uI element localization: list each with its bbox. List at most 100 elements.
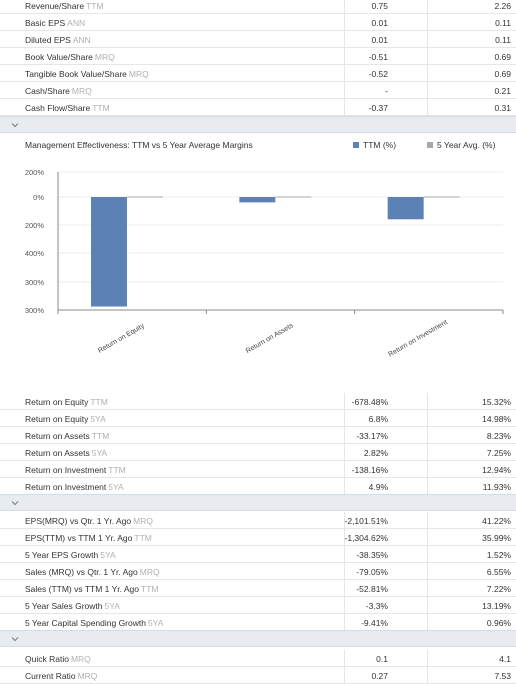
company-value: -138.16% [351, 465, 388, 475]
y-tick-label: 300% [25, 278, 45, 287]
bar-5ya [275, 196, 312, 198]
industry-value: 13.19% [482, 601, 511, 611]
industry-value: 7.53 [494, 671, 511, 681]
chevron-down-icon [11, 501, 19, 506]
row-period: TTM [134, 533, 152, 543]
bar-ttm [387, 197, 424, 220]
chevron-down-icon [11, 123, 19, 128]
legend-ttm-swatch [353, 142, 359, 148]
company-value: -38.35% [356, 550, 388, 560]
industry-value: 7.22% [486, 584, 511, 594]
row-period: 5YA [108, 482, 124, 492]
company-value: 6.8% [368, 414, 388, 424]
table-row: Current Ratio MRQ 0.27 7.53 [0, 667, 516, 684]
row-period: TTM [108, 465, 126, 475]
row-period: MRQ [139, 567, 160, 577]
row-period: 5YA [90, 414, 106, 424]
table-row: Return on Assets TTM -33.17% 8.23% [0, 427, 516, 444]
row-period: TTM [141, 584, 159, 594]
section-collapse-toggle[interactable] [0, 494, 516, 511]
section-collapse-toggle[interactable] [0, 630, 516, 647]
row-label: Return on Assets TTM [25, 431, 110, 441]
company-value: 0.75 [371, 1, 388, 11]
row-period: MRQ [133, 516, 153, 526]
row-period: 5YA [91, 448, 108, 458]
row-period: MRQ [77, 671, 98, 681]
row-period: ANN [67, 18, 86, 28]
y-tick-label: 200% [25, 221, 45, 230]
row-label: Sales (MRQ) vs Qtr. 1 Yr. Ago MRQ [25, 567, 160, 577]
table-row: Return on Investment TTM -138.16% 12.94% [0, 461, 516, 478]
row-label: Basic EPS ANN [25, 18, 86, 28]
legend-ttm-label: TTM (%) [363, 140, 397, 150]
company-value: -678.48% [351, 397, 388, 407]
growth-table: EPS(MRQ) vs Qtr. 1 Yr. Ago MRQ -2,101.51% 4… [0, 512, 516, 631]
bar-ttm [91, 197, 127, 307]
company-value: 0.1 [376, 654, 388, 664]
industry-value: 0.21 [494, 86, 511, 96]
company-value: 0.01 [371, 35, 388, 45]
row-label: Diluted EPS ANN [25, 35, 91, 45]
liquidity-table: Quick Ratio MRQ 0.1 4.1 Current Ratio MRQ 0.27… [0, 650, 516, 684]
management-effectiveness-table: Return on Equity TTM -678.48% 15.32% Return … [0, 393, 516, 495]
section-collapse-toggle[interactable] [0, 116, 516, 133]
table-row: Return on Equity 5YA 6.8% 14.98% [0, 410, 516, 427]
industry-value: 0.31 [494, 103, 511, 113]
table-row: Sales (TTM) vs TTM 1 Yr. Ago TTM -52.81% 7.… [0, 580, 516, 597]
company-value: 0.01 [371, 18, 388, 28]
company-value: 0.27 [371, 671, 388, 681]
company-value: -9.41% [361, 618, 388, 628]
table-row: Return on Equity TTM -678.48% 15.32% [0, 393, 516, 410]
company-value: -0.52 [368, 69, 388, 79]
row-period: 5YA [104, 601, 120, 611]
row-label: Cash Flow/Share TTM [25, 103, 110, 113]
table-row: 5 Year Capital Spending Growth 5YA -9.41% 0… [0, 614, 516, 631]
table-row: Basic EPS ANN 0.01 0.11 [0, 14, 516, 31]
row-label: Return on Investment TTM [25, 465, 126, 475]
row-period: TTM [90, 397, 108, 407]
table-row: Quick Ratio MRQ 0.1 4.1 [0, 650, 516, 667]
industry-value: 8.23% [486, 431, 511, 441]
industry-value: 2.26 [494, 1, 511, 11]
bar-5ya [423, 196, 460, 198]
x-tick-label: Return on Equity [97, 322, 146, 354]
company-value: - [385, 86, 388, 96]
industry-value: 0.11 [495, 35, 511, 45]
y-tick-label: 300% [25, 306, 45, 315]
chevron-down-icon [11, 637, 19, 642]
company-value: 4.9% [368, 482, 388, 492]
legend-5ya-swatch [427, 142, 433, 148]
bar-5ya [127, 196, 163, 198]
company-value: -3.3% [365, 601, 388, 611]
table-row: Cash/Share MRQ - 0.21 [0, 82, 516, 99]
row-period: 5YA [147, 618, 164, 628]
industry-value: 0.69 [494, 69, 511, 79]
row-period: MRQ [94, 52, 115, 62]
table-row: Tangible Book Value/Share MRQ -0.52 0.69 [0, 65, 516, 82]
row-label: 5 Year Sales Growth 5YA [25, 601, 120, 611]
row-period: TTM [92, 103, 110, 113]
row-period: MRQ [128, 69, 149, 79]
row-label: Current Ratio MRQ [25, 671, 98, 681]
row-period: ANN [72, 35, 91, 45]
company-value: -52.81% [356, 584, 388, 594]
table-row: 5 Year EPS Growth 5YA -38.35% 1.52% [0, 546, 516, 563]
legend-ttm: TTM (%) [353, 140, 396, 150]
table-row: Revenue/Share TTM 0.75 2.26 [0, 0, 516, 14]
row-label: Sales (TTM) vs TTM 1 Yr. Ago TTM [25, 584, 159, 594]
row-label: Quick Ratio MRQ [25, 654, 91, 664]
row-label: EPS(TTM) vs TTM 1 Yr. Ago TTM [25, 533, 152, 543]
bar-ttm [239, 197, 276, 203]
table-row: Return on Assets 5YA 2.82% 7.25% [0, 444, 516, 461]
row-period: 5YA [100, 550, 116, 560]
company-value: -79.05% [356, 567, 388, 577]
company-value: 2.82% [363, 448, 388, 458]
table-row: Book Value/Share MRQ -0.51 0.69 [0, 48, 516, 65]
x-tick-label: Return on Assets [245, 322, 295, 355]
y-tick-label: 0% [33, 193, 44, 202]
row-label: 5 Year Capital Spending Growth 5YA [25, 618, 164, 628]
industry-value: 1.52% [486, 550, 511, 560]
legend-5ya: 5 Year Avg. (%) [427, 140, 495, 150]
industry-value: 0.11 [495, 18, 511, 28]
industry-value: 0.96% [486, 618, 511, 628]
